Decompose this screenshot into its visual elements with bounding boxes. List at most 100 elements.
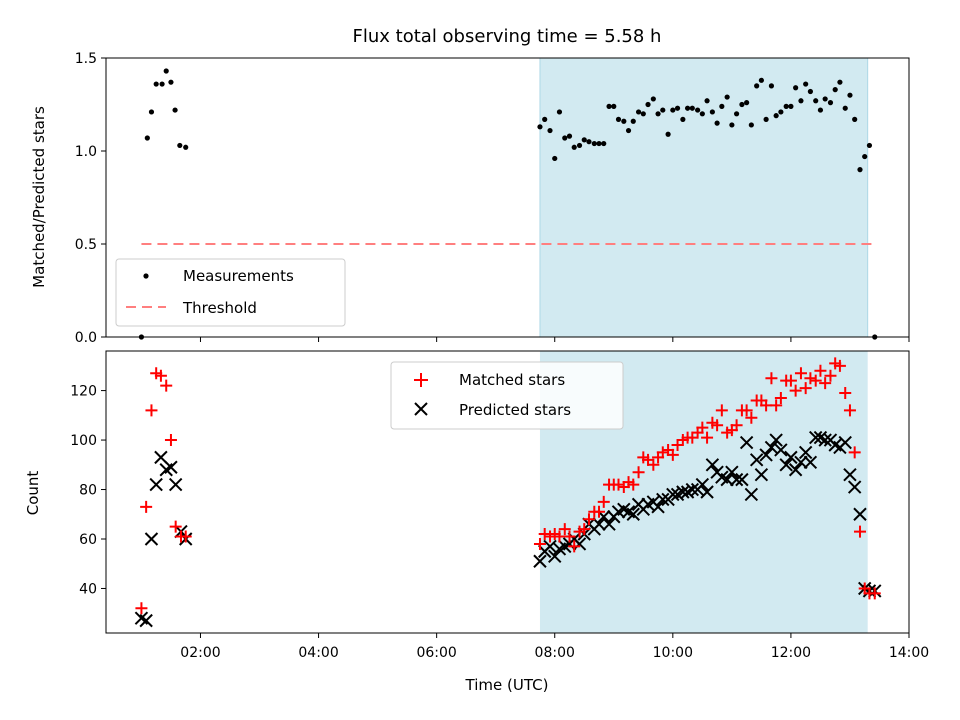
predicted-star-point [779,458,793,472]
predicted-star-point [685,482,700,497]
measurement-point [163,68,169,74]
predicted-star-point [749,453,764,467]
top-y-tick-label: 0.0 [75,330,97,346]
matched-star-point [558,523,571,536]
matched-star-point [819,377,832,390]
matched-star-point [135,602,148,615]
measurement-point [822,96,828,102]
predicted-star-point [774,443,788,457]
matched-star-point [582,513,595,526]
measurement-point [183,144,189,150]
predicted-star-point [666,487,680,502]
predicted-star-point [149,477,163,492]
matched-star-point [563,530,576,543]
measurement-point [832,87,838,93]
measurement-point [650,96,656,102]
legend-matched-marker [414,373,428,387]
matched-star-point [145,404,158,417]
bottom-x-tick-label: 02:00 [180,645,220,661]
measurement-point [866,142,873,149]
measurement-points [138,68,878,340]
predicted-star-point [754,467,769,482]
measurement-point [159,81,165,87]
predicted-star-point [744,487,759,502]
measurement-point [640,111,646,117]
predicted-star-point [700,485,714,499]
matched-star-point [696,421,709,434]
measurement-point [857,167,863,173]
predicted-star-point [735,472,749,487]
measurement-point [547,127,553,134]
bottom-x-tick-label: 14:00 [889,645,929,661]
predicted-star-point [818,433,832,447]
matched-star-point [647,458,660,471]
top-legend-box [115,258,346,327]
top-y-tick-label: 1.0 [75,144,97,160]
matched-star-point [824,369,837,382]
matched-star-point [715,404,728,417]
measurement-point [709,109,715,115]
matched-star-point [627,478,640,491]
predicted-star-point [695,477,710,492]
legend-measurements-label: Measurements [183,267,294,285]
measurement-point [177,142,183,149]
measurement-point [552,155,558,162]
matched-star-point [169,520,182,533]
matched-star-point [533,537,546,550]
predicted-star-point [572,537,587,551]
bottom-y-tick-label: 40 [79,581,97,597]
measurement-point [733,111,740,117]
measurement-point [576,142,583,149]
measurement-point [655,111,661,117]
predicted-star-point [533,554,547,568]
matched-star-point [632,466,645,479]
matched-star-point [612,478,625,491]
bottom-legend: Matched stars Predicted stars [390,361,624,430]
measurement-point [537,124,543,130]
measurement-point [817,107,824,113]
bottom-x-ticks: 02:00 04:00 06:00 08:00 10:00 12:00 14:00 [180,633,929,661]
measurement-point [768,83,775,89]
predicted-star-point [144,532,159,546]
bottom-x-tick-label: 10:00 [653,645,693,661]
measurement-point [591,140,597,147]
top-y-tick-label: 0.5 [75,237,97,253]
legend-predicted-marker [414,402,428,416]
bottom-x-tick-label: 12:00 [771,645,811,661]
measurement-point [754,83,760,89]
measurement-point [778,109,784,115]
measurement-point [148,109,155,115]
top-legend: Measurements Threshold [115,258,346,327]
measurement-point [724,94,730,100]
measurement-point [798,98,804,104]
measurement-point [695,107,701,113]
measurement-point [635,109,642,115]
predicted-star-point [838,435,852,450]
top-panel: 0.0 0.5 1.0 1.5 Matched/Predicted stars Mea… [30,51,910,346]
predicted-star-point [720,472,734,487]
measurement-point [773,113,779,119]
bottom-y-tick-label: 120 [70,384,97,400]
bottom-x-tick-label: 04:00 [298,645,338,661]
measurement-point [615,116,622,122]
matched-star-point [593,505,606,518]
matched-star-point [839,387,852,400]
measurement-point [566,133,573,139]
predicted-star-point [803,455,818,470]
measurement-point [684,105,691,111]
measurement-point [842,105,848,111]
matched-star-point [656,446,669,459]
matched-star-point [154,369,167,382]
predicted-star-point [784,450,798,465]
predicted-star-point [651,500,665,514]
top-y-ticks: 0.0 0.5 1.0 1.5 [75,51,106,346]
measurement-point [542,116,548,122]
measurement-point [660,107,666,113]
measurement-point [621,118,627,124]
matched-star-point [711,419,724,432]
top-x-ticks [199,337,910,342]
measurement-point [704,98,710,104]
predicted-star-point [798,445,813,460]
predicted-star-point [626,507,640,521]
